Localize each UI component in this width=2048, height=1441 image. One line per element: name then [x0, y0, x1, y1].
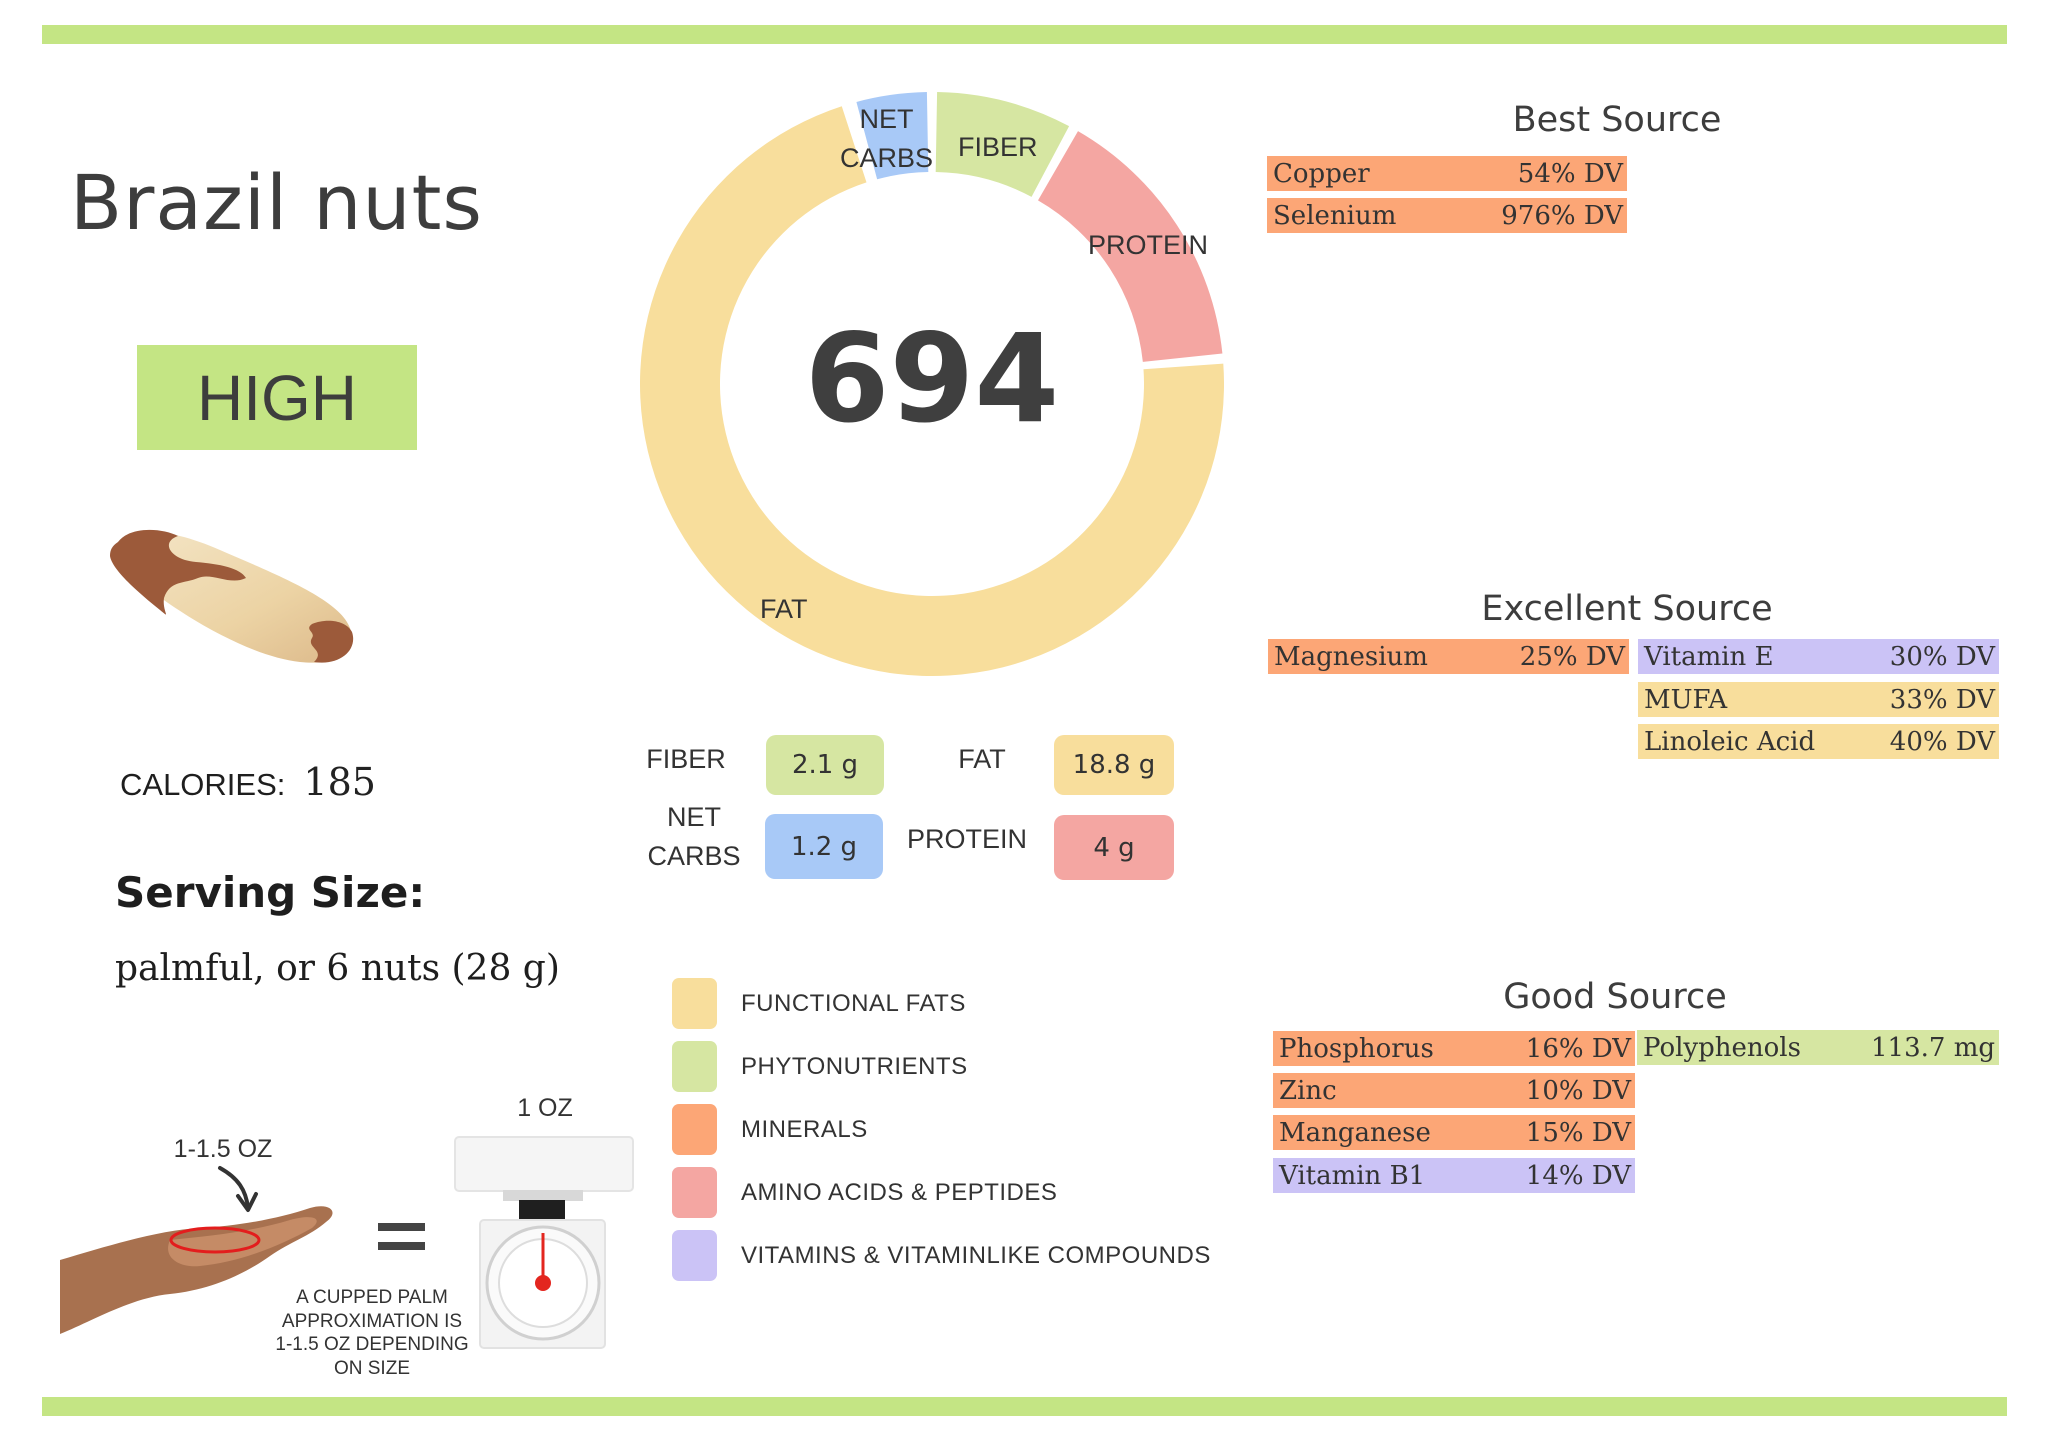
serving-size-value: palmful, or 6 nuts (28 g) [115, 948, 560, 989]
nutrient-value: 30% DV [1889, 641, 1995, 672]
bottom-accent-bar [42, 1397, 2007, 1416]
calories: CALORIES: 185 [120, 760, 376, 804]
nutrient-name: Selenium [1273, 200, 1397, 231]
nutrient-name: Linoleic Acid [1644, 726, 1816, 757]
top-accent-bar [42, 25, 2007, 44]
donut-label-carbs: CARBS [840, 143, 934, 174]
macro-label-carbs: CARBS [647, 841, 741, 872]
legend-label: MINERALS [741, 1115, 868, 1143]
nutrient-name: Copper [1273, 158, 1370, 189]
caption-line: APPROXIMATION IS [281, 1310, 463, 1332]
nutrient-value: 33% DV [1889, 684, 1995, 715]
best-source-heading: Best Source [1512, 100, 1722, 140]
palm-caption: A CUPPED PALM APPROXIMATION IS 1-1.5 OZ … [272, 1286, 472, 1380]
food-title: Brazil nuts [70, 158, 483, 247]
good-source-row-polyphenols: Polyphenols 113.7 mg [1637, 1030, 1999, 1065]
macro-label-net: NET [667, 802, 721, 832]
legend-item-phytonutrients: PHYTONUTRIENTS [672, 1035, 1211, 1098]
donut-segment-fiber [935, 92, 1070, 197]
nutrient-value: 113.7 mg [1871, 1032, 1995, 1063]
donut-segment-protein [1038, 131, 1223, 362]
brazil-nut-icon [110, 529, 354, 663]
good-source-row-manganese: Manganese 15% DV [1273, 1115, 1635, 1150]
nutrient-name: Magnesium [1274, 641, 1428, 672]
good-source-heading: Good Source [1503, 977, 1727, 1017]
nutrient-value: 10% DV [1525, 1075, 1631, 1106]
best-source-row-selenium: Selenium 976% DV [1267, 198, 1627, 233]
macro-label-fiber: FIBER [646, 744, 726, 774]
nutrient-name: Vitamin B1 [1279, 1160, 1426, 1191]
nutrient-value: 15% DV [1525, 1117, 1631, 1148]
legend-label: AMINO ACIDS & PEPTIDES [741, 1178, 1058, 1206]
caption-line: 1-1.5 OZ DEPENDING [275, 1334, 469, 1355]
legend-label: FUNCTIONAL FATS [741, 989, 966, 1017]
nutrient-value: 25% DV [1519, 641, 1625, 672]
legend-swatch-vitamins [672, 1230, 717, 1281]
caption-line: A CUPPED PALM [296, 1287, 448, 1308]
legend-swatch-fats [672, 978, 717, 1029]
hand-and-scale-icon [60, 1136, 634, 1349]
macro-donut-chart: NET CARBS FIBER PROTEIN FAT [632, 84, 1232, 684]
serving-size-title: Serving Size: [115, 868, 426, 917]
calories-value: 185 [303, 760, 376, 804]
donut-label-protein: PROTEIN [1088, 230, 1209, 260]
level-badge: HIGH [137, 345, 417, 450]
nutrient-name: Manganese [1279, 1117, 1431, 1148]
nutrient-name: Polyphenols [1643, 1032, 1801, 1063]
nutrient-name: Vitamin E [1644, 641, 1774, 672]
macro-pill-fiber: 2.1 g [766, 735, 884, 795]
excellent-source-row-linoleic-acid: Linoleic Acid 40% DV [1638, 724, 1999, 759]
nutrient-value: 976% DV [1501, 200, 1623, 231]
macro-pill-net-carbs: 1.2 g [765, 814, 883, 879]
nutrient-name: MUFA [1644, 684, 1728, 715]
macro-pill-protein: 4 g [1054, 815, 1174, 880]
legend-swatch-phyto [672, 1041, 717, 1092]
nutrient-name: Zinc [1279, 1075, 1337, 1106]
excellent-source-row-vitamin-e: Vitamin E 30% DV [1638, 639, 1999, 674]
serving-illustration: 1-1.5 OZ 1 OZ A CUPPED PALM APPROXIMATIO… [50, 1090, 650, 1390]
nutrient-value: 14% DV [1525, 1160, 1631, 1191]
donut-svg [639, 92, 1224, 676]
nutrient-value: 54% DV [1517, 158, 1623, 189]
excellent-source-heading: Excellent Source [1481, 589, 1773, 629]
donut-label-net: NET [859, 104, 914, 134]
donut-label-net-carbs: NET CARBS [840, 100, 933, 178]
donut-label-fat: FAT [760, 594, 808, 624]
legend-swatch-amino [672, 1167, 717, 1218]
legend-label: VITAMINS & VITAMINLIKE COMPOUNDS [741, 1241, 1211, 1269]
legend-item-vitamins: VITAMINS & VITAMINLIKE COMPOUNDS [672, 1224, 1211, 1287]
good-source-row-vitamin-b1: Vitamin B1 14% DV [1273, 1158, 1635, 1193]
macro-label-fat: FAT [958, 744, 1006, 774]
macro-pill-fat: 18.8 g [1054, 735, 1174, 795]
excellent-source-row-magnesium: Magnesium 25% DV [1268, 639, 1629, 674]
brazil-nut-image [100, 520, 365, 670]
donut-label-fiber: FIBER [958, 132, 1038, 162]
nutrient-value: 40% DV [1889, 726, 1995, 757]
category-legend: FUNCTIONAL FATS PHYTONUTRIENTS MINERALS … [672, 972, 1211, 1287]
legend-item-amino-acids: AMINO ACIDS & PEPTIDES [672, 1161, 1211, 1224]
donut-center-value: 694 [804, 308, 1060, 450]
legend-item-minerals: MINERALS [672, 1098, 1211, 1161]
nutrient-value: 16% DV [1525, 1033, 1631, 1064]
good-source-row-zinc: Zinc 10% DV [1273, 1073, 1635, 1108]
macro-label-net-carbs: NET CARBS [640, 798, 748, 876]
good-source-row-phosphorus: Phosphorus 16% DV [1273, 1031, 1635, 1066]
excellent-source-row-mufa: MUFA 33% DV [1638, 682, 1999, 717]
best-source-row-copper: Copper 54% DV [1267, 156, 1627, 191]
macro-label-protein: PROTEIN [906, 824, 1027, 854]
caption-line: ON SIZE [333, 1357, 410, 1379]
legend-label: PHYTONUTRIENTS [741, 1052, 968, 1080]
legend-item-functional-fats: FUNCTIONAL FATS [672, 972, 1211, 1035]
legend-swatch-minerals [672, 1104, 717, 1155]
calories-label: CALORIES: [120, 767, 286, 802]
donut-segment-net-carbs [856, 92, 929, 180]
scale-amount-label: 1 OZ [517, 1094, 573, 1122]
palm-amount-label: 1-1.5 OZ [173, 1135, 273, 1163]
nutrient-name: Phosphorus [1279, 1033, 1434, 1064]
